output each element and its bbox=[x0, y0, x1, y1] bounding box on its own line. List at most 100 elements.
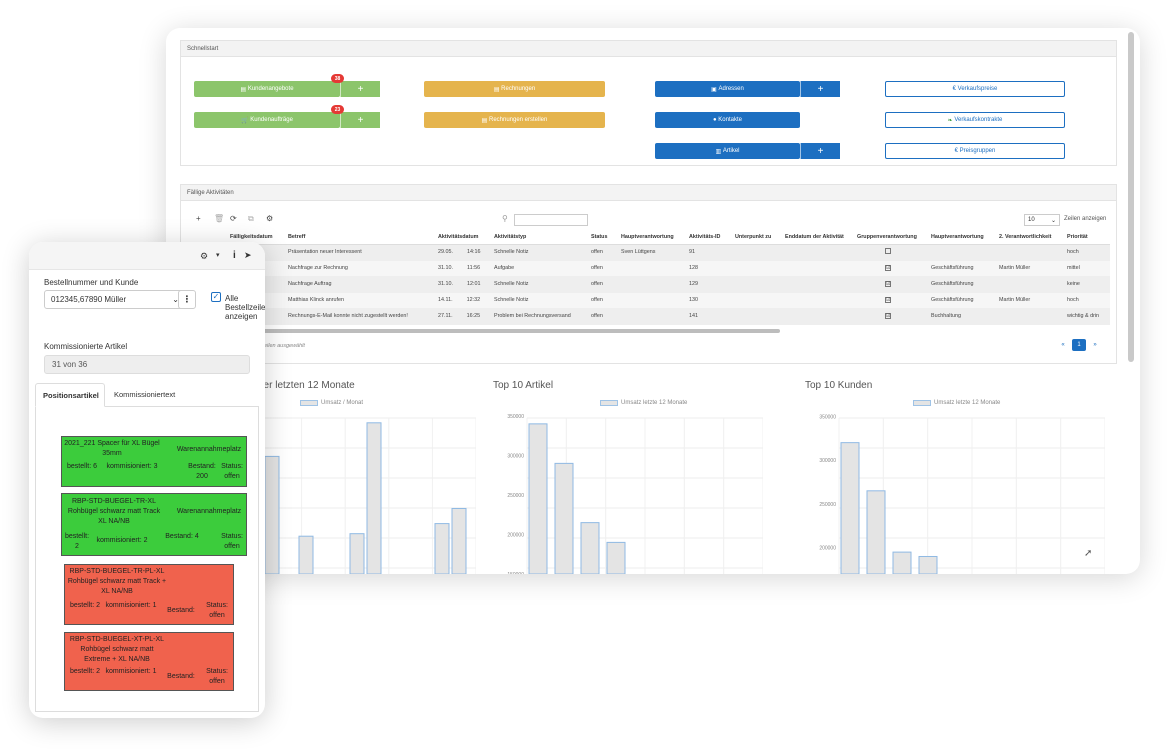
cell-id: 129 bbox=[687, 276, 733, 293]
table-row[interactable]: 14:16Präsentation neuer Interessent29.05… bbox=[190, 244, 1110, 261]
chart1-svg bbox=[258, 417, 476, 574]
create-invoices-button[interactable]: ▤ Rechnungen erstellen bbox=[424, 112, 605, 128]
cell-second bbox=[997, 244, 1065, 261]
chart3-title: Top 10 Kunden bbox=[805, 380, 873, 391]
col-header[interactable]: Priorität bbox=[1065, 230, 1110, 245]
y-tick-label: 250000 bbox=[507, 493, 524, 499]
col-header[interactable]: Hauptverantwortung bbox=[929, 230, 997, 245]
col-header[interactable]: Enddatum der Aktivität bbox=[783, 230, 855, 245]
chart2-title: Top 10 Artikel bbox=[493, 380, 554, 391]
filter-input[interactable] bbox=[514, 214, 588, 226]
rows-per-page-select[interactable]: 10 ⌄ bbox=[1024, 214, 1060, 226]
cell-type: Problem bei Rechnungsversand bbox=[492, 308, 589, 325]
cell-type: Schnelle Notiz bbox=[492, 276, 589, 293]
y-tick-label: 200000 bbox=[507, 532, 524, 538]
col-header[interactable]: Aktivitätstyp bbox=[492, 230, 589, 245]
cell-status: offen bbox=[589, 260, 619, 277]
col-header[interactable]: Status bbox=[589, 230, 619, 245]
bar bbox=[434, 523, 450, 574]
sales-contracts-button[interactable]: ❧ Verkaufskontrakte bbox=[885, 112, 1065, 128]
info-icon[interactable]: i bbox=[233, 250, 236, 261]
add-icon[interactable]: + bbox=[196, 214, 201, 223]
y-tick-label: 350000 bbox=[507, 414, 524, 420]
invoice-icon: ▤ bbox=[493, 86, 502, 93]
filter-icon: ⚲ bbox=[502, 214, 508, 223]
col-header[interactable]: 2. Verantwortlichkeit bbox=[997, 230, 1065, 245]
list-item[interactable]: RBP-STD-BUEGEL-TR-XL Rohbügel schwarz ma… bbox=[61, 493, 247, 556]
euro-icon: € bbox=[952, 86, 958, 92]
cell-activity-date: 14.11. 12:32 bbox=[436, 292, 492, 309]
list-item[interactable]: RBP-STD-BUEGEL-XT-PL-XL Rohbügel schwarz… bbox=[64, 632, 234, 691]
trash-icon[interactable]: 🗑 bbox=[214, 214, 225, 223]
mouse-cursor-icon: ➚ bbox=[1084, 548, 1093, 559]
bar bbox=[298, 535, 314, 574]
cell-type: Schnelle Notiz bbox=[492, 292, 589, 309]
offers-icon: ▤ bbox=[240, 86, 248, 93]
chevron-down-icon[interactable]: ▾ bbox=[216, 252, 220, 259]
activities-table: Fälligkeitsdatum Betreff Aktivitätsdatum… bbox=[190, 230, 1110, 325]
table-row[interactable]: 16:25Rechnungs-E-Mail konnte nicht zuges… bbox=[190, 308, 1110, 325]
cell-empty bbox=[783, 244, 855, 261]
send-icon[interactable]: ➤ bbox=[244, 250, 252, 260]
vertical-scrollbar[interactable] bbox=[1128, 32, 1134, 362]
col-header[interactable]: Unterpunkt zu bbox=[733, 230, 783, 245]
table-row[interactable]: 12:01Nachfrage Auftrag31.10.12:01Schnell… bbox=[190, 276, 1110, 293]
group-checkbox[interactable]: ☑ bbox=[855, 276, 929, 293]
handshake-icon: ❧ bbox=[947, 117, 955, 124]
pager-page-button[interactable]: 1 bbox=[1072, 339, 1086, 351]
list-item[interactable]: 2021_221 Spacer für XL Bügel 35mm Warena… bbox=[61, 436, 247, 487]
col-header[interactable]: Betreff bbox=[286, 230, 436, 245]
refresh-icon[interactable]: ⟳ bbox=[230, 214, 237, 223]
group-checkbox[interactable]: ☑ bbox=[855, 260, 929, 277]
tab-kommissioniertext[interactable]: Kommissioniertext bbox=[114, 390, 176, 399]
horizontal-scrollbar[interactable] bbox=[190, 329, 780, 333]
cell-id: 130 bbox=[687, 292, 733, 309]
add-article-button[interactable]: + bbox=[800, 143, 840, 159]
invoices-button[interactable]: ▤ Rechnungen bbox=[424, 81, 605, 97]
activities-title: Fällige Aktivitäten bbox=[181, 185, 1116, 201]
col-header[interactable]: Hauptverantwortung bbox=[619, 230, 687, 245]
bar bbox=[918, 555, 938, 574]
table-row[interactable]: 12:32Matthias Klinck anrufen14.11.12:32S… bbox=[190, 292, 1110, 309]
group-checkbox[interactable] bbox=[855, 244, 929, 261]
all-lines-checkbox[interactable]: ✓ bbox=[211, 292, 221, 302]
cell-main: Geschäftsführung bbox=[929, 276, 997, 293]
add-address-button[interactable]: + bbox=[800, 81, 840, 97]
sales-prices-button[interactable]: € Verkaufspreise bbox=[885, 81, 1065, 97]
copy-icon[interactable]: ⧉ bbox=[248, 214, 254, 223]
more-options-button[interactable]: ⋮ bbox=[178, 290, 196, 309]
addresses-button[interactable]: ▣ Adressen bbox=[655, 81, 800, 97]
mobile-toolbar: ⚙ ▾ i ➤ bbox=[29, 242, 265, 270]
order-select[interactable]: 012345,67890 Müller ⌄ bbox=[44, 290, 186, 309]
cell-empty bbox=[733, 308, 783, 325]
pager-prev-button[interactable]: « bbox=[1061, 342, 1065, 348]
cell-type: Aufgabe bbox=[492, 260, 589, 277]
list-item[interactable]: RBP-STD-BUEGEL-TR-PL-XL Rohbügel schwarz… bbox=[64, 564, 234, 625]
col-header[interactable]: Aktivitätsdatum bbox=[436, 230, 492, 245]
col-header[interactable]: Gruppenverantwortung bbox=[855, 230, 929, 245]
articles-button[interactable]: ▥ Artikel bbox=[655, 143, 800, 159]
col-header[interactable]: Aktivitäts-ID bbox=[687, 230, 733, 245]
group-checkbox[interactable]: ☑ bbox=[855, 308, 929, 325]
cell-empty bbox=[733, 244, 783, 261]
price-groups-button[interactable]: € Preisgruppen bbox=[885, 143, 1065, 159]
add-order-button[interactable]: + bbox=[340, 112, 380, 128]
cell-activity-date: 31.10. 12:01 bbox=[436, 276, 492, 293]
gear-icon[interactable]: ⚙ bbox=[266, 214, 274, 223]
y-tick-label: 300000 bbox=[819, 458, 836, 464]
table-header-row: Fälligkeitsdatum Betreff Aktivitätsdatum… bbox=[190, 230, 1110, 245]
gear-icon[interactable]: ⚙ bbox=[200, 251, 209, 261]
contacts-button[interactable]: ● Kontakte bbox=[655, 112, 800, 128]
group-checkbox[interactable]: ☑ bbox=[855, 292, 929, 309]
mobile-tabs: Positionsartikel Kommissioniertext bbox=[35, 383, 259, 407]
rows-per-page-label: Zeilen anzeigen bbox=[1064, 216, 1107, 222]
add-offer-button[interactable]: + bbox=[340, 81, 380, 97]
customer-offers-button[interactable]: ▤ Kundenangebote bbox=[194, 81, 340, 97]
customer-orders-button[interactable]: 🛒 Kundenaufträge bbox=[194, 112, 340, 128]
cell-activity-date: 31.10. 11:56 bbox=[436, 260, 492, 277]
tab-positionsartikel[interactable]: Positionsartikel bbox=[35, 383, 105, 407]
euro-icon: € bbox=[954, 148, 960, 154]
pager-next-button[interactable]: » bbox=[1093, 342, 1097, 348]
table-row[interactable]: 11:56Nachfrage zur Rechnung31.10.11:56Au… bbox=[190, 260, 1110, 277]
legend-swatch bbox=[913, 400, 931, 406]
